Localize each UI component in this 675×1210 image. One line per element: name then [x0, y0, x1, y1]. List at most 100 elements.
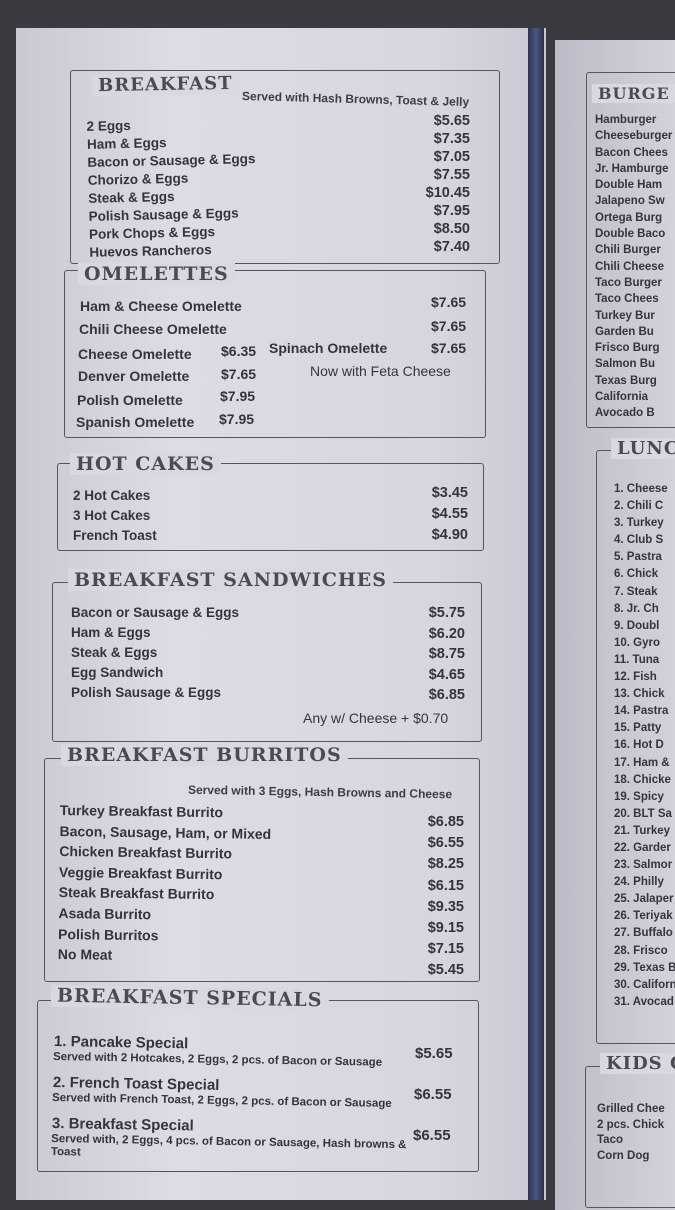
menu-item-name: Steak Breakfast Burrito: [58, 884, 215, 903]
breakfast-sandwiches-title: BREAKFAST SANDWICHES: [68, 569, 393, 591]
menu-item-name: Double Baco: [595, 228, 666, 241]
sandwiches-names: Bacon or Sausage & Eggs Ham & Eggs Steak &…: [71, 603, 239, 703]
menu-item-name: Polish Burritos: [58, 925, 159, 943]
menu-item-name: 19. Spicy: [614, 790, 664, 803]
menu-item-name: 29. Texas B: [614, 961, 675, 974]
menu-item-name: Turkey Bur: [595, 309, 655, 322]
menu-item-name: Chili Burger: [595, 244, 661, 257]
item-price: $7.65: [431, 318, 467, 334]
menu-item-name: Double Ham: [595, 179, 663, 192]
item-name: Ham & Cheese Omelette: [80, 298, 242, 314]
item-price: $7.95: [220, 388, 256, 404]
menu-item-name: 24. Philly: [614, 876, 664, 889]
menu-item-name: Polish Sausage & Eggs: [71, 685, 222, 700]
menu-page-right: [555, 40, 675, 1210]
menu-item-name: Huevos Rancheros: [89, 242, 212, 260]
menu-item-price: $4.90: [431, 527, 468, 543]
menu-item-name: 13. Chick: [614, 688, 665, 701]
hot-cakes-section: [57, 463, 484, 551]
menu-item-name: Bacon, Sausage, Ham, or Mixed: [59, 822, 272, 842]
menu-item-name: No Meat: [57, 946, 113, 963]
menu-item-price: $7.95: [433, 203, 470, 219]
menu-fold-stripe: [528, 28, 544, 1200]
special-name: 3. Breakfast Special: [51, 1115, 194, 1135]
breakfast-title: BREAKFAST: [91, 72, 239, 97]
breakfast-names: 2 Eggs Ham & Eggs Bacon or Sausage & Eggs C…: [86, 114, 257, 262]
menu-item-price: $3.45: [431, 485, 468, 501]
menu-item-name: Texas Burg: [595, 374, 657, 387]
menu-item-name: 20. BLT Sa: [614, 807, 672, 820]
menu-item-price: $7.55: [433, 167, 470, 183]
menu-item-name: California: [595, 391, 649, 404]
menu-item-name: Chili Cheese: [595, 260, 665, 273]
menu-item-name: 25. Jalaper: [614, 893, 674, 906]
menu-item-price: $7.15: [427, 941, 464, 958]
kids-title: KIDS C: [600, 1053, 675, 1074]
menu-item-price: $8.25: [427, 856, 464, 873]
special-price: $6.55: [413, 1127, 451, 1144]
item-name: Cheese Omelette: [78, 346, 192, 362]
menu-item-name: Chicken Breakfast Burrito: [59, 843, 233, 862]
menu-item-name: 11. Tuna: [614, 653, 660, 666]
menu-item-price: $9.15: [427, 920, 464, 937]
menu-item-name: 2. Chili C: [614, 500, 664, 513]
menu-item-name: Avocado B: [595, 407, 655, 420]
menu-item-name: 15. Patty: [614, 722, 662, 735]
menu-item-name: Frisco Burg: [595, 342, 660, 355]
breakfast-prices: $5.65 $7.35 $7.05 $7.55 $10.45 $7.95 $8.50 $7.4…: [400, 112, 470, 256]
menu-item-name: Taco Burger: [595, 276, 662, 289]
burgers-section: [586, 72, 675, 428]
menu-item-name: Ham & Eggs: [71, 625, 151, 640]
omelettes-section: [64, 270, 486, 438]
menu-item-name: Jr. Hamburge: [595, 162, 669, 175]
cheese-addon-note: Any w/ Cheese + $0.70: [303, 710, 449, 726]
menu-item-name: 1. Cheese: [614, 483, 668, 495]
menu-item-name: Egg Sandwich: [71, 665, 164, 680]
special-name: 1. Pancake Special: [53, 1033, 189, 1053]
menu-item-price: $6.20: [428, 625, 465, 642]
menu-item-price: $4.65: [428, 666, 465, 683]
menu-item-price: $6.55: [427, 835, 464, 852]
breakfast-section: [70, 70, 500, 264]
menu-item-price: $10.45: [425, 185, 470, 201]
item-name: Chili Cheese Omelette: [79, 321, 227, 337]
menu-item-name: 23. Salmor: [614, 859, 673, 872]
menu-item-name: 27. Buffalo: [614, 927, 673, 940]
special-price: $5.65: [415, 1045, 453, 1062]
menu-item-name: 9. Doubl: [614, 619, 660, 632]
lunch-list: 1. Cheese 2. Chili C 3. Turkey 4. Club S 5. …: [614, 481, 675, 1011]
menu-item-name: 16. Hot D: [614, 739, 664, 752]
menu-item-name: 6. Chick: [614, 568, 659, 581]
menu-item-name: Polish Sausage & Eggs: [88, 205, 239, 224]
menu-item-name: Salmon Bu: [595, 358, 656, 371]
menu-item-price: $7.05: [433, 149, 470, 165]
menu-item-price: $6.15: [427, 877, 464, 894]
menu-item-name: 30. Californ: [614, 978, 675, 991]
menu-item-price: $5.75: [428, 605, 465, 621]
menu-item-name: 4. Club S: [614, 534, 664, 547]
menu-item-name: Ortega Burg: [595, 211, 663, 224]
kids-list: Grilled Chee 2 pcs. Chick Taco Corn Dog: [597, 1102, 675, 1164]
menu-item-name: Veggie Breakfast Burrito: [58, 863, 223, 883]
hot-cakes-title: HOT CAKES: [70, 453, 221, 475]
hot-cakes-names: 2 Hot Cakes 3 Hot Cakes French Toast: [73, 486, 157, 546]
menu-item-name: 18. Chicke: [614, 773, 671, 786]
menu-item-name: 8. Jr. Ch: [614, 602, 659, 615]
item-name: Polish Omelette: [77, 392, 183, 408]
menu-item-name: Bacon or Sausage & Eggs: [87, 151, 256, 170]
menu-item-price: $6.85: [428, 687, 465, 703]
menu-item-name: 17. Ham &: [614, 756, 670, 769]
menu-item-name: 21. Turkey: [614, 824, 671, 837]
menu-item-name: Bacon or Sausage & Eggs: [71, 605, 240, 620]
menu-item-price: $5.45: [427, 962, 464, 979]
sandwiches-prices: $5.75 $6.20 $8.75 $4.65 $6.85: [395, 603, 465, 706]
item-price: $7.65: [431, 294, 467, 310]
menu-item-price: $5.65: [433, 113, 470, 129]
menu-item-name: Bacon Chees: [595, 146, 668, 159]
menu-item-name: Taco: [597, 1134, 623, 1146]
item-price: $7.95: [219, 411, 255, 427]
menu-item-name: Corn Dog: [597, 1149, 650, 1162]
menu-item-name: 31. Avocad: [614, 995, 674, 1008]
menu-item-price: $8.75: [428, 646, 465, 662]
menu-item-name: 12. Fish: [614, 671, 657, 684]
